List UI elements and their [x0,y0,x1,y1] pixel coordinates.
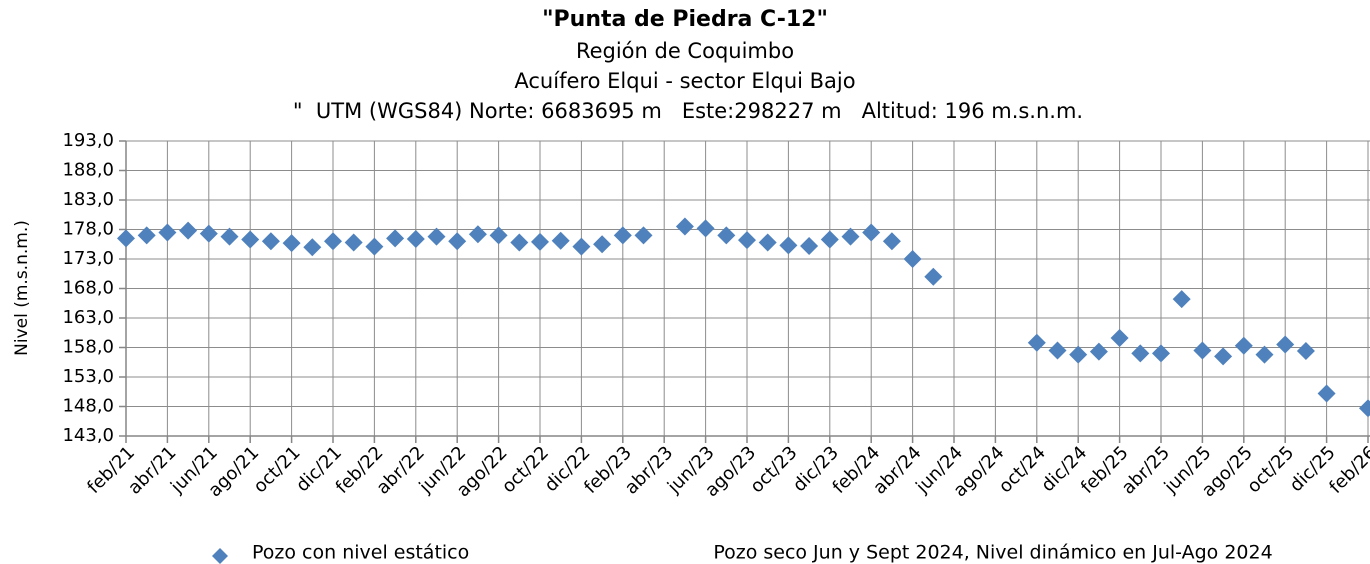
data-point [158,223,177,242]
data-point [199,224,218,243]
y-tick-label: 178,0 [62,219,114,240]
data-point [386,229,405,248]
data-point [1214,347,1233,366]
data-point [365,237,384,256]
data-point [779,236,798,255]
data-point [551,231,570,250]
x-tick-label: oct/25 [1243,442,1298,497]
data-point [696,219,715,238]
x-tick-label: oct/22 [498,442,553,497]
data-point [1152,344,1170,363]
y-axis-label: Nivel (m.s.n.m.) [12,220,32,356]
data-point [406,229,425,248]
subtitle: Región de Coquimbo [576,39,794,63]
data-point [738,231,756,250]
x-tick-label: oct/24 [995,442,1050,497]
data-point [117,229,135,248]
y-tick-label: 173,0 [62,248,114,269]
data-point [1276,335,1295,354]
data-point [448,232,467,251]
data-point [1296,342,1315,361]
subtitle: " UTM (WGS84) Norte: 6683695 m Este:2982… [293,99,1083,123]
y-tick-label: 188,0 [62,160,114,181]
data-point [1234,336,1253,355]
chart-title: "Punta de Piedra C-12" [542,7,828,32]
data-point [531,232,549,251]
x-tick-label: oct/23 [746,442,801,497]
y-tick-label: 163,0 [62,307,114,328]
data-point [468,225,487,244]
data-point [303,238,322,257]
data-point [324,232,342,251]
data-point [489,226,508,245]
y-tick-label: 148,0 [62,396,114,417]
legend-marker [212,548,228,564]
data-point [841,227,860,246]
data-point [1131,344,1150,363]
data-point [1069,345,1088,364]
data-point [758,233,777,252]
y-tick-label: 143,0 [62,425,114,446]
data-point [1317,384,1336,403]
y-tick-label: 153,0 [62,366,114,387]
annotation: Pozo seco Jun y Sept 2024, Nivel dinámic… [713,542,1272,564]
data-point [717,226,736,245]
data-point [220,227,239,246]
data-point [634,226,653,245]
data-point [882,232,901,251]
x-tick-label: oct/21 [250,442,305,497]
y-tick-label: 158,0 [62,337,114,358]
data-point [924,267,943,286]
data-point [510,233,529,252]
data-point [800,237,819,256]
data-point [593,235,612,254]
data-point [862,223,881,242]
data-point [1255,345,1274,364]
data-point [675,217,694,236]
data-point [344,233,363,252]
data-point [1048,341,1067,360]
legend-label: Pozo con nivel estático [252,542,469,564]
y-tick-label: 168,0 [62,278,114,299]
data-point [1089,342,1108,361]
data-point [282,234,301,253]
subtitle: Acuífero Elqui - sector Elqui Bajo [514,69,855,93]
data-point [179,221,198,240]
data-point [137,226,156,245]
y-tick-label: 183,0 [62,189,114,210]
y-tick-label: 193,0 [62,130,114,151]
data-point [241,230,260,249]
data-point [903,250,922,268]
data-point [427,227,446,246]
data-point [1027,333,1046,352]
data-point [572,237,591,256]
data-point [1172,290,1191,309]
data-point [1193,341,1212,360]
data-point [261,232,280,251]
data-point [1110,329,1129,348]
data-point [1359,399,1370,418]
data-point [820,230,839,249]
data-point [613,226,632,245]
